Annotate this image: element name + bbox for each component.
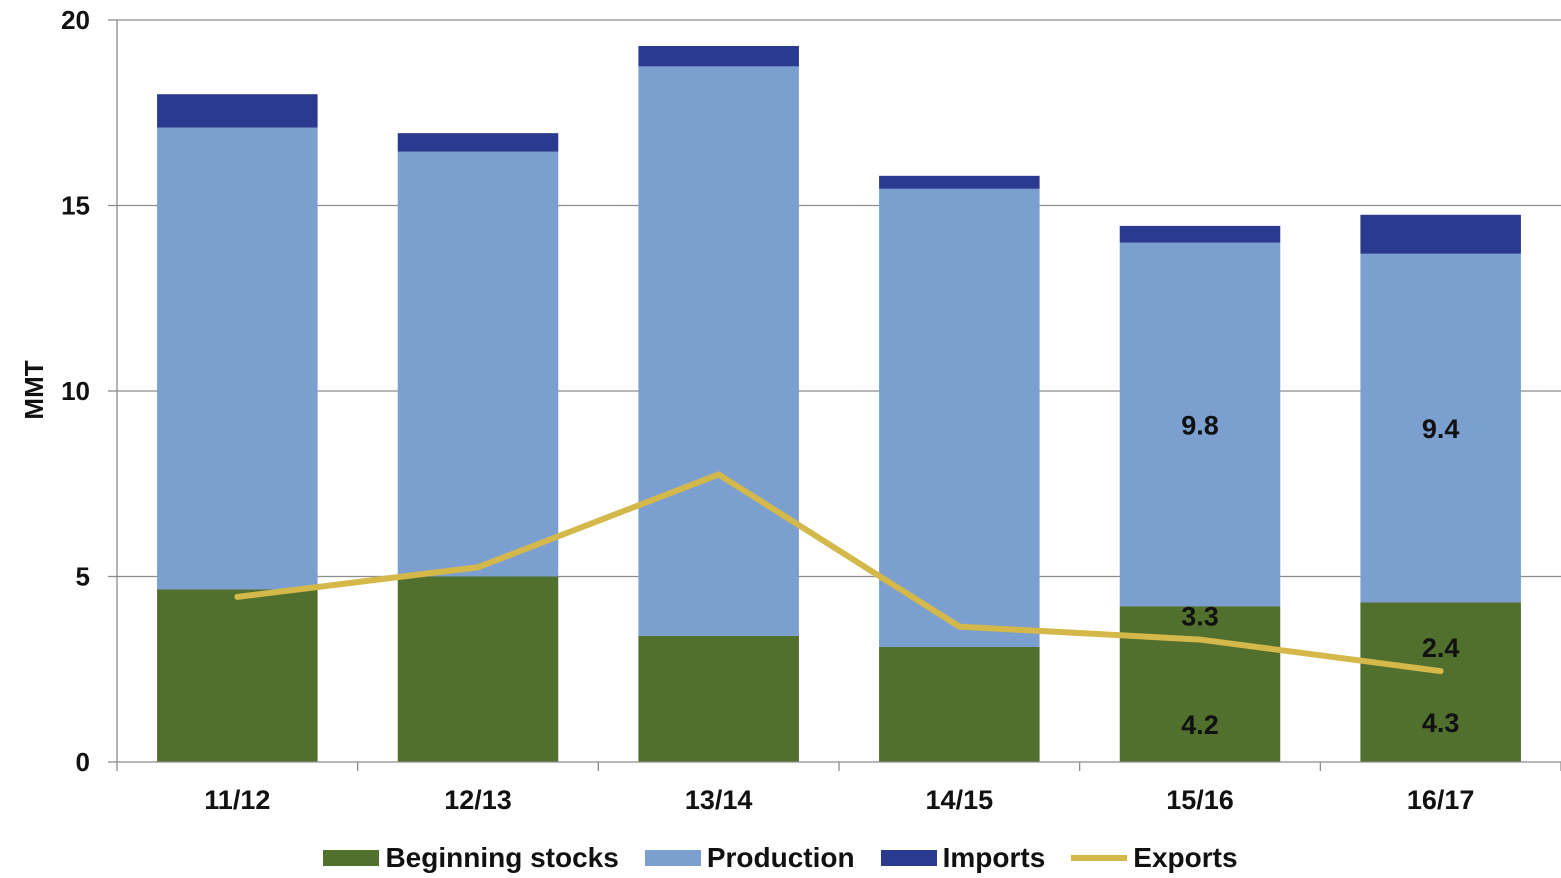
- y-tick-label: 5: [76, 562, 90, 592]
- legend-swatch-beginning-stocks: [323, 850, 380, 866]
- bar-segment: [1360, 253, 1521, 603]
- legend-item-production: Production: [644, 842, 855, 874]
- legend-item-beginning-stocks: Beginning stocks: [323, 842, 619, 874]
- data-label: 3.3: [1181, 602, 1219, 632]
- bars: [157, 45, 1521, 762]
- data-label: 2.4: [1422, 633, 1460, 663]
- chart: 9.8 9.4 4.2 4.3 3.3 2.4 0 5 10 15 20 11/12 12/13 13/…: [19, 5, 1561, 815]
- bar-segment: [1119, 606, 1281, 762]
- y-tick-label: 20: [61, 5, 90, 35]
- exports-line: [234, 471, 1444, 675]
- bar-segment: [879, 188, 1040, 647]
- bar-segment: [638, 66, 799, 636]
- bar-segment: [397, 133, 559, 152]
- legend-label: Beginning stocks: [385, 842, 619, 873]
- bar-segment: [638, 635, 799, 762]
- legend: Beginning stocks Production Imports Expo…: [0, 838, 1561, 878]
- gridlines: [117, 19, 1561, 578]
- legend-label: Production: [706, 842, 855, 873]
- data-label: 9.8: [1181, 410, 1219, 440]
- data-labels: 9.8 9.4 4.2 4.3 3.3 2.4: [1181, 410, 1459, 740]
- x-tick-label: 16/17: [1407, 785, 1475, 815]
- bar-segment: [638, 45, 799, 67]
- bar-segment: [1119, 225, 1281, 243]
- y-tick-label: 15: [61, 191, 90, 221]
- axes: [108, 19, 1561, 771]
- bar-segment: [879, 175, 1040, 189]
- x-tick-label: 14/15: [926, 785, 994, 815]
- bar-segment: [1360, 214, 1521, 254]
- bar-segment: [1360, 602, 1521, 762]
- bar-segment: [157, 589, 318, 762]
- bar-segment: [397, 151, 559, 577]
- exports-line-group: [234, 471, 1444, 675]
- legend-swatch-exports: [1071, 855, 1128, 861]
- legend-item-imports: Imports: [880, 842, 1046, 874]
- x-tick-label: 12/13: [444, 785, 512, 815]
- legend-item-exports: Exports: [1071, 842, 1238, 874]
- bar-segment: [397, 576, 559, 762]
- data-label: 9.4: [1422, 414, 1460, 444]
- x-tick-label: 13/14: [685, 785, 753, 815]
- y-tick-label: 0: [76, 747, 90, 777]
- bar-segment: [157, 94, 318, 128]
- legend-label: Imports: [942, 842, 1046, 873]
- y-axis-title: MMT: [19, 360, 49, 419]
- x-tick-label: 15/16: [1166, 785, 1234, 815]
- bar-segment: [1119, 242, 1281, 607]
- bar-segment: [879, 646, 1040, 762]
- legend-swatch-imports: [880, 850, 937, 866]
- legend-swatch-production: [644, 850, 701, 866]
- x-tick-label: 11/12: [204, 785, 270, 815]
- tick-labels: 0 5 10 15 20 11/12 12/13 13/14 14/15 15/16 16/17: [61, 5, 1474, 815]
- legend-label: Exports: [1133, 842, 1238, 873]
- data-label: 4.3: [1422, 708, 1460, 738]
- y-tick-label: 10: [61, 376, 90, 406]
- bar-segment: [157, 127, 318, 590]
- data-label: 4.2: [1181, 710, 1219, 740]
